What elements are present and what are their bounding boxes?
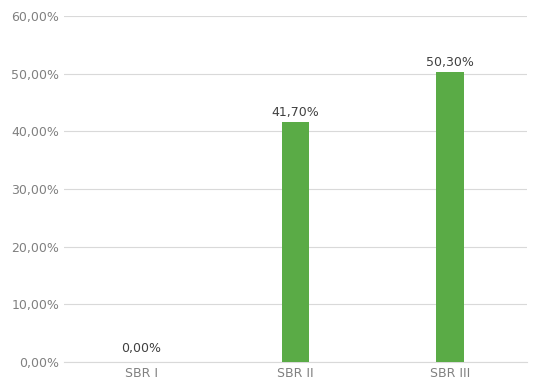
Bar: [281, 122, 309, 362]
Bar: [436, 72, 464, 362]
Text: 50,30%: 50,30%: [426, 56, 473, 69]
Text: 41,70%: 41,70%: [272, 106, 320, 119]
Text: 0,00%: 0,00%: [121, 342, 161, 355]
